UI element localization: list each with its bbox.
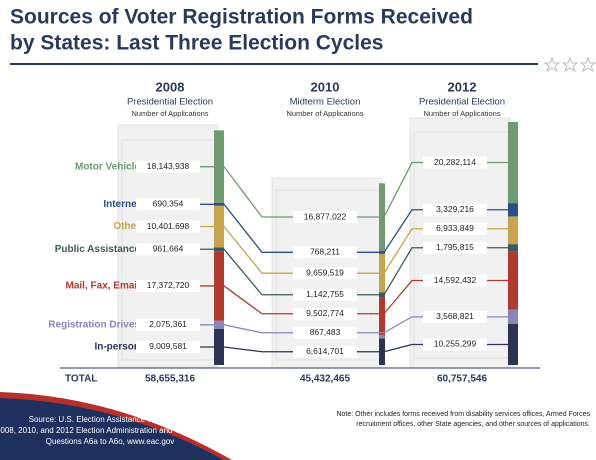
source-label: Motor Vehicle: [75, 161, 140, 172]
year: 2010: [311, 79, 340, 94]
source-text: 2008, 2010, and 2012 Election Administra…: [0, 426, 224, 435]
source-label: In-person: [94, 342, 140, 353]
source-label: Mail, Fax, Email: [66, 281, 141, 292]
label-box: [293, 326, 357, 339]
total: 45,432,465: [300, 374, 350, 385]
note-text: recruitment offices, other State agencie…: [356, 421, 590, 428]
value-label: 961,664: [153, 243, 184, 253]
label-box: [293, 267, 357, 280]
label-box: [423, 241, 487, 254]
election-type: Midterm Election: [290, 97, 361, 108]
election-type: Presidential Election: [419, 97, 505, 108]
connector: [144, 343, 508, 353]
value-label: 9,009,581: [149, 341, 187, 351]
label-box: [423, 310, 487, 323]
segment: [508, 323, 518, 365]
title-line: Sources of Voter Registration Forms Rece…: [10, 6, 473, 29]
footer-stripe: [0, 392, 232, 460]
note-text: Note: Other includes forms received from…: [336, 411, 590, 418]
label-box: [136, 279, 200, 292]
connector: [144, 247, 508, 296]
source-label: Registration Drives: [48, 319, 140, 330]
label-box: [293, 307, 357, 320]
source-label: Public Assistance: [55, 244, 141, 255]
segment: [508, 216, 518, 245]
total-label: TOTAL: [65, 374, 97, 385]
segment: [379, 335, 385, 339]
connector: [144, 161, 508, 218]
value-label: 16,877,022: [304, 211, 347, 221]
label-box: [293, 345, 357, 358]
label-box: [293, 288, 357, 301]
connector: [144, 316, 508, 334]
label-box: [136, 160, 200, 173]
segment: [508, 203, 518, 217]
value-label: 9,502,774: [306, 308, 344, 318]
value-label: 17,372,720: [147, 280, 190, 290]
value-label: 768,211: [310, 247, 340, 257]
segment: [508, 309, 518, 324]
title-line: by States: Last Three Election Cycles: [10, 32, 383, 55]
label-box: [423, 203, 487, 216]
value-label: 6,933,849: [436, 223, 474, 233]
value-label: 14,592,432: [434, 275, 477, 285]
value-label: 3,568,821: [436, 311, 474, 321]
axis-note: Number of Applications: [131, 109, 208, 118]
source-label: Other: [113, 221, 140, 232]
total: 58,655,316: [145, 374, 195, 385]
value-label: 9,659,519: [306, 267, 344, 277]
segment: [508, 121, 518, 204]
label-box: [423, 274, 487, 287]
connector: [144, 279, 508, 315]
label-box: [423, 156, 487, 169]
value-label: 1,795,815: [436, 242, 474, 252]
value-label: 20,282,114: [434, 157, 476, 167]
label-box: [136, 220, 200, 233]
value-label: 2,075,361: [149, 319, 187, 329]
year: 2008: [156, 79, 185, 94]
label-box: [136, 340, 200, 353]
source-text: Source: U.S. Election Assistance Commiss…: [29, 415, 192, 424]
label-box: [293, 211, 357, 224]
axis-note: Number of Applications: [423, 109, 500, 118]
value-label: 3,329,216: [436, 204, 474, 214]
source-label: Internet: [103, 199, 140, 210]
segment: [508, 251, 518, 310]
label-box: [136, 198, 200, 211]
value-label: 690,354: [153, 199, 184, 209]
value-label: 18,143,938: [147, 161, 190, 171]
label-box: [136, 318, 200, 331]
footer-swoosh: [0, 395, 230, 460]
value-label: 6,614,701: [306, 346, 344, 356]
value-label: 10,255,299: [434, 339, 477, 349]
connector: [144, 203, 508, 253]
value-label: 10,401,698: [147, 221, 190, 231]
segment: [508, 244, 518, 252]
year: 2012: [448, 79, 477, 94]
label-box: [423, 338, 487, 351]
value-label: 1,142,755: [306, 289, 344, 299]
election-type: Presidential Election: [127, 97, 213, 108]
value-label: 867,483: [310, 327, 341, 337]
label-box: [423, 222, 487, 235]
segment: [379, 297, 385, 336]
label-box: [293, 246, 357, 259]
label-box: [136, 243, 200, 256]
source-text: Questions A6a to A6o, www.eac.gov: [46, 437, 175, 446]
total: 60,757,546: [437, 374, 487, 385]
stars: [543, 56, 596, 73]
axis-note: Number of Applications: [286, 109, 363, 118]
connector: [144, 225, 508, 274]
